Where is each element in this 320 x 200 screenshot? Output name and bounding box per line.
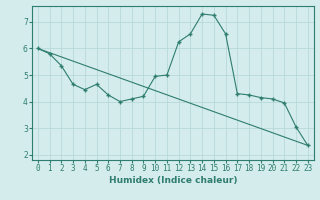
X-axis label: Humidex (Indice chaleur): Humidex (Indice chaleur) — [108, 176, 237, 185]
